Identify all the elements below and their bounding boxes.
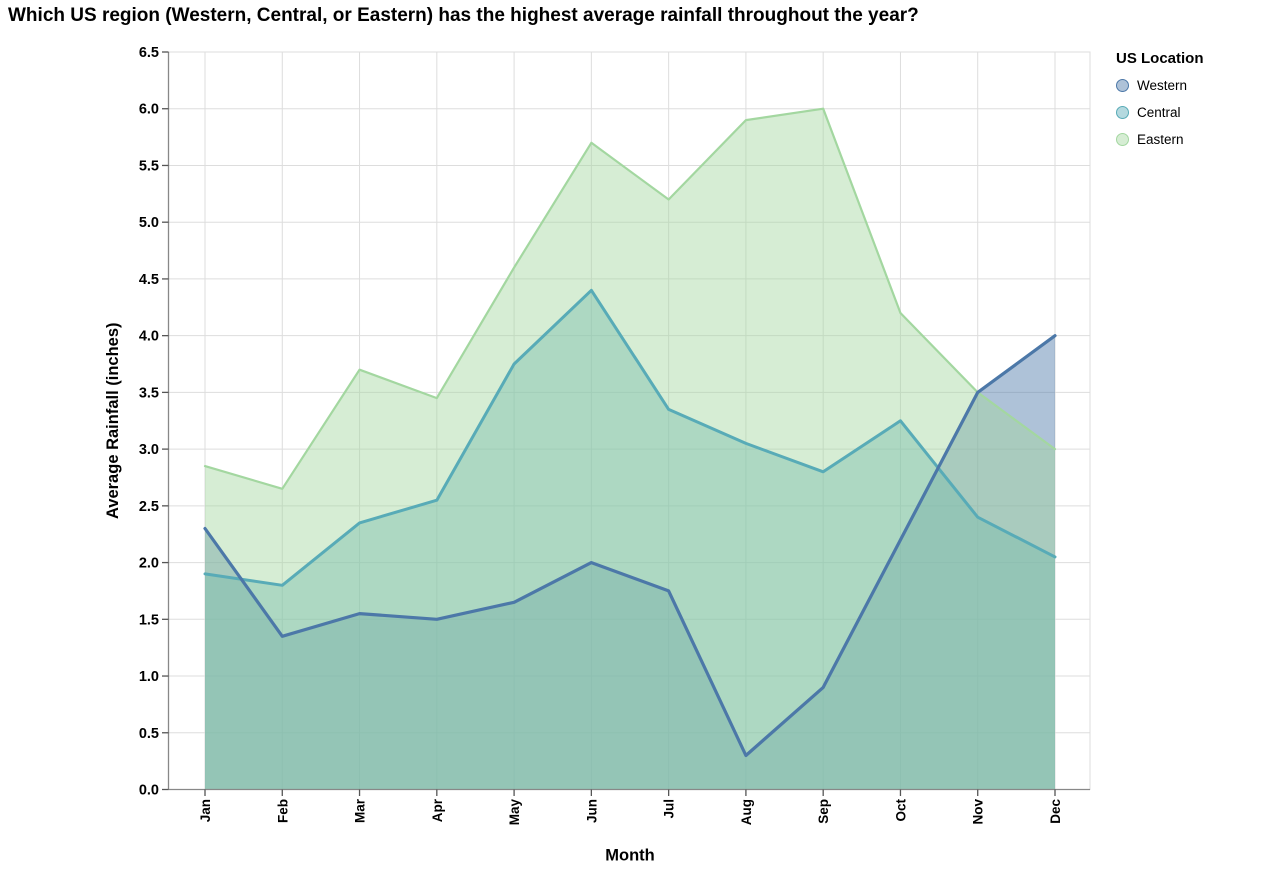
legend-swatch-icon	[1116, 79, 1129, 92]
y-tick-label: 6.5	[139, 45, 159, 61]
line-central	[203, 288, 1057, 587]
line-eastern	[203, 107, 1057, 490]
x-tick-label: Apr	[430, 798, 445, 822]
chart-title: Which US region (Western, Central, or Ea…	[8, 5, 919, 26]
y-tick-label: 6.0	[139, 102, 159, 118]
y-tick-label: 2.0	[139, 556, 159, 572]
y-tick-label: 1.5	[139, 612, 159, 628]
y-tick-label: 5.5	[139, 158, 159, 174]
legend-item-central: Central	[1116, 103, 1268, 122]
x-tick-label: Jan	[198, 799, 213, 822]
legend-swatch-icon	[1116, 106, 1129, 119]
legend-swatch-icon	[1116, 133, 1129, 146]
legend: US Location Western Central Eastern	[1116, 50, 1268, 157]
y-tick-label: 4.5	[139, 272, 159, 288]
legend-label: Eastern	[1137, 132, 1184, 147]
plot-background	[168, 52, 1090, 790]
x-tick-label: Mar	[353, 798, 368, 823]
x-axis-title: Month	[605, 847, 654, 865]
x-tick-label: Jun	[584, 799, 599, 823]
y-tick-label: 4.0	[139, 329, 159, 345]
x-tick-label: Feb	[275, 799, 290, 823]
y-tick-label: 3.0	[139, 442, 159, 458]
legend-item-eastern: Eastern	[1116, 130, 1268, 149]
x-tick-label: Nov	[971, 799, 986, 825]
legend-label: Western	[1137, 78, 1188, 93]
y-tick-label: 5.0	[139, 215, 159, 231]
legend-items: Western Central Eastern	[1116, 76, 1268, 149]
line-western	[203, 334, 1057, 758]
y-tick-label: 1.0	[139, 669, 159, 685]
y-axis-title: Average Rainfall (inches)	[104, 322, 122, 519]
y-tick-label: 0.0	[139, 783, 159, 799]
area-central	[205, 290, 1055, 790]
y-tick-label: 0.5	[139, 726, 159, 742]
x-tick-label: May	[507, 799, 522, 826]
legend-label: Central	[1137, 105, 1181, 120]
area-western	[205, 335, 1055, 790]
x-tick-label: Aug	[739, 799, 754, 825]
legend-title: US Location	[1116, 50, 1204, 67]
x-tick-label: Oct	[893, 799, 908, 822]
legend-item-western: Western	[1116, 76, 1268, 95]
y-tick-label: 3.5	[139, 385, 159, 401]
x-tick-label: Dec	[1048, 799, 1063, 824]
x-tick-label: Sep	[816, 799, 831, 824]
x-tick-label: Jul	[662, 799, 677, 819]
y-tick-label: 2.5	[139, 499, 159, 515]
